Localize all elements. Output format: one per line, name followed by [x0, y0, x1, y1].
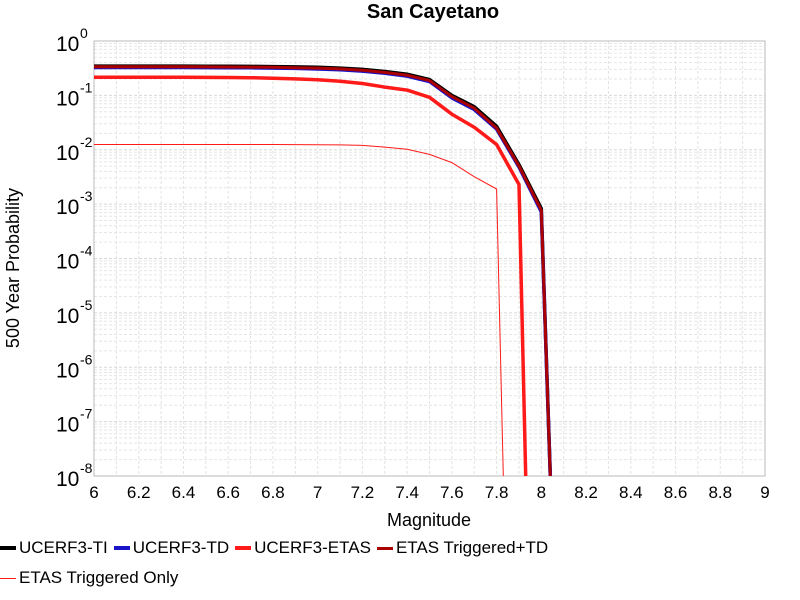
y-tick-exponent: 0	[80, 25, 88, 41]
x-tick-label: 6.8	[261, 483, 285, 502]
x-tick-label: 8.8	[708, 483, 732, 502]
x-axis-label: Magnitude	[387, 510, 471, 530]
x-tick-label: 6.4	[172, 483, 196, 502]
y-tick-label: 10 -3	[56, 188, 93, 219]
legend-label: ETAS Triggered Only	[19, 568, 179, 587]
x-tick-label: 7.8	[485, 483, 509, 502]
y-tick-base: 10	[56, 196, 79, 219]
legend-swatch	[376, 546, 393, 550]
y-tick-base: 10	[56, 33, 79, 56]
legend-item: UCERF3-TD	[113, 538, 230, 558]
x-tick-label: 7.4	[395, 483, 419, 502]
y-tick-exponent: -2	[80, 134, 93, 150]
legend-label: UCERF3-TD	[132, 538, 230, 557]
y-tick-exponent: -7	[80, 406, 93, 422]
legend-label: ETAS Triggered+TD	[395, 538, 549, 557]
x-tick-labels: 6 6.2 6.4 6.6 6.8 7 7.2 7.4 7.6 7.8 8 8.2 8.4 8.6 8.8 9	[89, 483, 769, 502]
x-tick-label: 6.6	[216, 483, 240, 502]
y-tick-label: 10 -7	[56, 406, 93, 437]
legend-swatch	[0, 546, 16, 550]
legend-item: ETAS Triggered+TD	[376, 538, 549, 558]
x-tick-label: 7.6	[440, 483, 464, 502]
legend-row: ETAS Triggered Only	[0, 568, 184, 588]
y-tick-exponent: -4	[80, 243, 93, 259]
series-layer	[94, 64, 553, 477]
y-tick-exponent: -3	[80, 188, 93, 204]
x-tick-label: 7.2	[351, 483, 375, 502]
legend-item: UCERF3-TI	[0, 538, 108, 558]
chart-title: San Cayetano	[367, 1, 499, 23]
legend-label: UCERF3-TI	[19, 538, 108, 557]
legend-swatch	[0, 577, 16, 579]
series-line-3	[94, 75, 528, 477]
y-tick-base: 10	[56, 251, 79, 274]
y-tick-base: 10	[56, 359, 79, 382]
y-tick-label: 10 0	[56, 25, 88, 56]
y-tick-base: 10	[56, 305, 79, 328]
y-tick-label: 10 -5	[56, 297, 93, 328]
x-tick-label: 7	[313, 483, 322, 502]
y-tick-label: 10 -8	[56, 460, 93, 491]
x-tick-label: 8.6	[664, 483, 688, 502]
series-line-5	[94, 144, 504, 477]
y-tick-base: 10	[56, 468, 79, 491]
legend-item: ETAS Triggered Only	[0, 568, 178, 588]
legend-swatch	[235, 546, 252, 550]
plot-area	[93, 40, 766, 477]
y-tick-exponent: -1	[80, 79, 93, 95]
y-tick-base: 10	[56, 414, 79, 437]
legend-row: UCERF3-TI UCERF3-TD UCERF3-ETAS ETAS Trigge…	[0, 538, 554, 558]
y-tick-exponent: -6	[80, 351, 93, 367]
y-tick-base: 10	[56, 87, 79, 110]
y-tick-base: 10	[56, 142, 79, 165]
x-tick-label: 6.2	[127, 483, 151, 502]
y-axis-label: 500 Year Probability	[3, 188, 23, 348]
y-tick-label: 10 -1	[56, 79, 93, 110]
grid	[93, 41, 766, 477]
y-tick-label: 10 -2	[56, 134, 93, 165]
y-tick-exponent: -8	[80, 460, 93, 476]
y-tick-exponent: -5	[80, 297, 93, 313]
legend-swatch	[113, 546, 130, 550]
series-line-2	[94, 65, 553, 477]
x-tick-label: 8.2	[574, 483, 598, 502]
x-tick-label: 8.4	[619, 483, 643, 502]
y-tick-label: 10 -4	[56, 243, 93, 274]
y-tick-label: 10 -6	[56, 351, 93, 382]
x-tick-label: 8	[537, 483, 546, 502]
x-tick-label: 9	[760, 483, 769, 502]
x-tick-label: 6	[89, 483, 98, 502]
series-line-4	[94, 65, 552, 477]
legend-item: UCERF3-ETAS	[235, 538, 371, 558]
legend-label: UCERF3-ETAS	[254, 538, 371, 557]
